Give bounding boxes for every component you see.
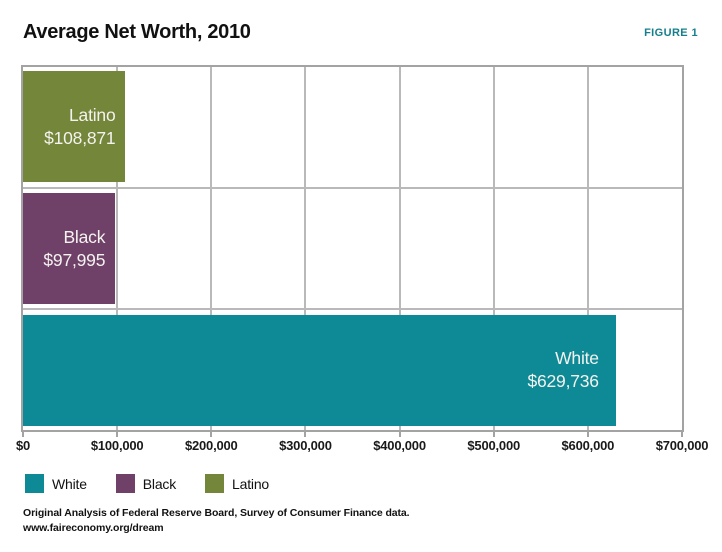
bar-row-white: White $629,736 [23,308,682,430]
vertical-gridline [398,67,401,430]
x-tick-label: $0 [15,438,31,453]
x-tick-mark [681,432,683,437]
legend-item-latino: Latino [205,474,269,493]
x-tick-label: $100,000 [90,438,144,453]
x-tick-mark [116,432,119,437]
x-tick-mark [22,432,24,437]
x-tick-mark [586,432,589,437]
bar-category-label: Black [63,226,106,247]
bar-black: Black $97,995 [23,193,116,304]
legend: White Black Latino [25,474,269,493]
bar-row-latino: Latino $108,871 [23,67,682,187]
bar-value-label: $629,736 [527,371,599,392]
bar-value-label: $97,995 [43,249,106,270]
gridlines [23,67,682,430]
bar-rows: Latino $108,871 Black $97,995 White [23,67,682,430]
vertical-gridline [586,67,589,430]
source-line: Original Analysis of Federal Reserve Boa… [23,507,410,519]
vertical-gridline [492,67,495,430]
vertical-gridline [116,67,119,430]
legend-item-white: White [25,474,87,493]
x-tick-mark [398,432,401,437]
bar-black-label: Black $97,995 [23,226,115,272]
bar-white-label: White $629,736 [23,347,616,393]
bar-category-label: Latino [69,104,116,125]
bar-latino: Latino $108,871 [23,71,126,183]
vertical-gridline [210,67,213,430]
legend-label: White [52,475,87,492]
source-note: Original Analysis of Federal Reserve Boa… [23,506,410,536]
bar-row-black: Black $97,995 [23,186,682,309]
legend-label: Black [142,475,177,492]
bar-white: White $629,736 [23,314,616,426]
x-tick-mark [304,432,307,437]
legend-label: Latino [232,475,269,492]
source-url: www.faireconomy.org/dream [23,522,164,534]
legend-swatch-latino [205,474,225,493]
bar-category-label: White [555,348,599,369]
x-tick-mark [492,432,495,437]
bar-value-label: $108,871 [44,127,116,148]
page-title: Average Net Worth, 2010 [23,21,251,43]
legend-swatch-white [25,474,44,493]
x-tick-label: $600,000 [561,438,615,453]
x-axis: $0 $100,000 $200,000 $300,000 $400,000 $500,0… [16,432,709,456]
figure-badge: FIGURE 1 [644,27,698,39]
x-tick-label: $700,000 [655,438,709,453]
x-tick-mark [210,432,213,437]
legend-swatch-black [115,474,135,493]
x-tick-label: $400,000 [373,438,426,453]
x-tick-label: $200,000 [184,438,238,453]
vertical-gridline [304,67,307,430]
plot-area: Latino $108,871 Black $97,995 White [21,65,684,432]
x-tick-label: $500,000 [467,438,521,453]
bar-latino-label: Latino $108,871 [23,104,125,150]
x-tick-label: $300,000 [279,438,332,453]
legend-item-black: Black [115,474,177,493]
